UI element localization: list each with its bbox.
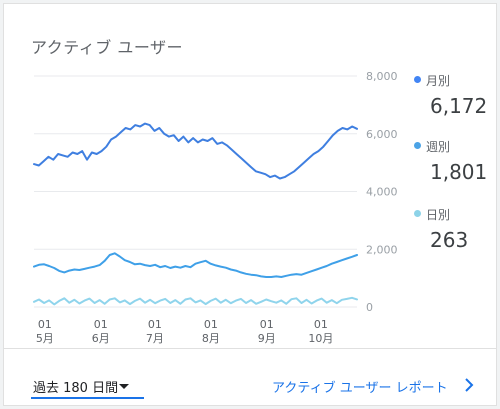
date-range-label: 過去 180 日間: [33, 381, 119, 396]
y-tick-label: 0: [366, 301, 373, 314]
legend-dot-daily: [414, 210, 421, 217]
legend-dot-monthly: [414, 76, 421, 83]
chart-gridlines: [34, 75, 357, 308]
x-tick-label-month: 6月: [92, 332, 110, 344]
x-tick-label-month: 10月: [308, 332, 333, 344]
x-tick-label-month: 5月: [36, 332, 54, 344]
x-tick-label-day: 01: [260, 318, 274, 331]
legend-dot-weekly: [414, 142, 421, 149]
x-tick-label-month: 8月: [202, 332, 220, 344]
series-line-weekly: [33, 252, 358, 278]
y-tick-label: 8,000: [366, 70, 398, 83]
legend-value-monthly: 6,172: [430, 94, 488, 118]
chart-series: [33, 122, 358, 306]
legend-value-daily: 263: [430, 228, 469, 252]
active-users-report-link[interactable]: アクティブ ユーザー レポート: [272, 381, 448, 396]
y-axis-tick-labels: 0 2,000 4,000 6,000 8,000: [366, 70, 398, 314]
legend-value-weekly: 1,801: [430, 160, 488, 184]
footer-divider: [4, 348, 496, 349]
y-tick-label: 6,000: [366, 128, 398, 141]
legend-label-daily: 日別: [426, 208, 451, 222]
x-tick-label-day: 01: [314, 318, 328, 331]
chevron-right-icon[interactable]: [463, 378, 475, 392]
y-tick-label: 4,000: [366, 186, 398, 199]
x-tick-label-month: 7月: [146, 332, 164, 344]
legend-label-weekly: 週別: [426, 140, 451, 154]
series-line-monthly: [33, 122, 358, 180]
x-tick-label-month: 9月: [258, 332, 276, 344]
series-line-daily: [33, 296, 358, 306]
x-tick-label-day: 01: [204, 318, 218, 331]
x-tick-label-day: 01: [94, 318, 108, 331]
x-tick-label-day: 01: [38, 318, 52, 331]
active-users-card: アクティブ ユーザー 0 2,000 4,000 6,000 8,000 01 5月 01 6…: [3, 3, 497, 406]
x-tick-label-day: 01: [148, 318, 162, 331]
date-range-select[interactable]: 過去 180 日間: [31, 375, 144, 399]
y-tick-label: 2,000: [366, 243, 398, 256]
card-title: アクティブ ユーザー: [31, 38, 184, 57]
dropdown-arrow-icon: [119, 384, 129, 389]
legend-label-monthly: 月別: [426, 74, 451, 88]
